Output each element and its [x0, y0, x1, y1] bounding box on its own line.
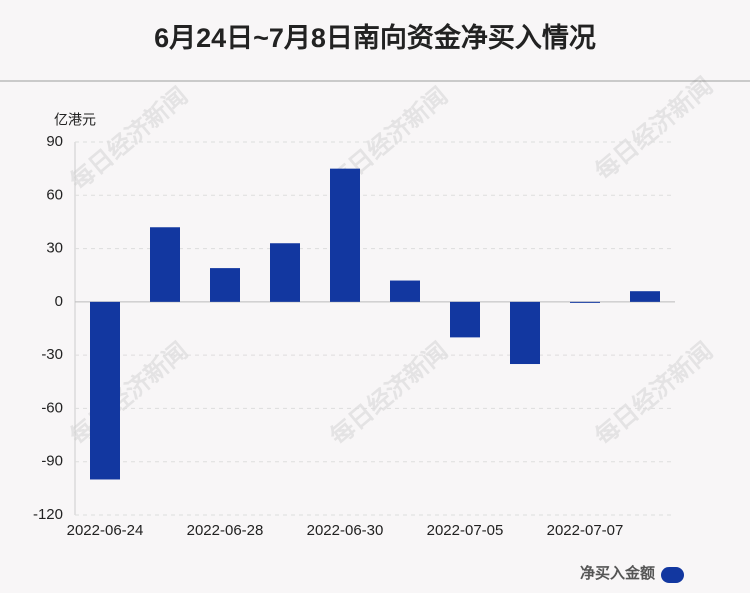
bar — [330, 168, 360, 302]
y-tick-label: 30 — [46, 240, 63, 257]
bar — [90, 301, 120, 480]
bar — [390, 280, 420, 302]
x-tick-label: 2022-06-28 — [187, 522, 264, 539]
y-tick-label: -60 — [41, 399, 63, 416]
legend-swatch — [661, 567, 684, 583]
y-tick-label: -90 — [41, 453, 63, 470]
bar — [630, 291, 660, 302]
bar — [150, 227, 180, 302]
y-tick-label: 90 — [46, 133, 63, 150]
bar — [570, 301, 600, 303]
x-tick-label: 2022-06-30 — [307, 522, 384, 539]
y-tick-label: 60 — [46, 186, 63, 203]
y-tick-label: 0 — [55, 293, 63, 310]
x-tick-label: 2022-07-05 — [427, 522, 504, 539]
y-tick-label: -30 — [41, 346, 63, 363]
x-tick-label: 2022-07-07 — [547, 522, 624, 539]
y-tick-label: -120 — [33, 506, 63, 523]
bar — [450, 301, 480, 338]
chart-title: 6月24日~7月8日南向资金净买入情况 — [154, 22, 596, 53]
x-tick-label: 2022-06-24 — [67, 522, 144, 539]
bar — [270, 243, 300, 302]
y-axis-label: 亿港元 — [54, 112, 96, 128]
bar — [510, 301, 540, 365]
bar — [210, 268, 240, 302]
legend-label: 净买入金额 — [580, 564, 655, 582]
